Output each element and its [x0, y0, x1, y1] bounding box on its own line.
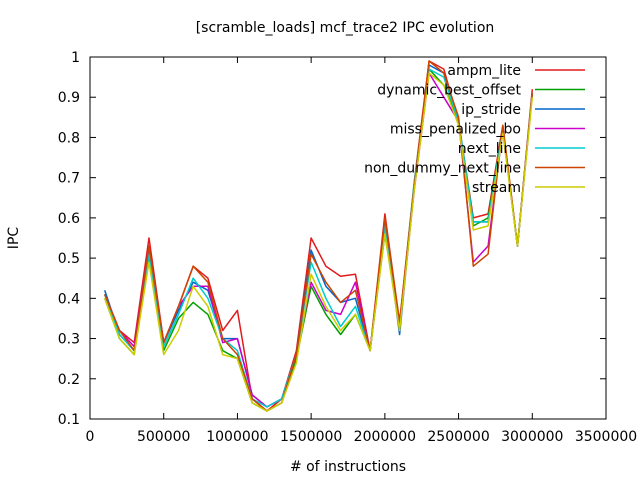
y-tick-label: 0.2 — [58, 372, 80, 388]
y-tick-label: 0.9 — [58, 90, 80, 106]
legend-label: dynamic_best_offset — [377, 83, 521, 99]
x-tick-label: 1000000 — [206, 429, 268, 445]
plot-area-frame — [89, 56, 607, 420]
legend-label: next_line — [458, 141, 521, 157]
x-tick-label: 3500000 — [575, 429, 637, 445]
legend: ampm_lite dynamic_best_offset ip_stridemis… — [364, 63, 585, 196]
x-tick-label: 0 — [86, 429, 95, 445]
y-tick-label: 0.4 — [58, 291, 80, 307]
x-tick-label: 2500000 — [427, 429, 489, 445]
y-tick-label: 0.5 — [58, 251, 80, 267]
y-tick-label: 1 — [71, 50, 80, 66]
y-tick-label: 0.8 — [58, 130, 80, 146]
y-tick-label: 0.6 — [58, 211, 80, 227]
series-line-dynamic-best-offset — [103, 68, 534, 412]
y-tick-label: 0.1 — [58, 412, 80, 428]
legend-label: stream — [472, 180, 521, 196]
x-axis-ticks: 0 500000 1000000 1500000 2000000 2500000 30000… — [86, 57, 637, 445]
legend-label: ampm_lite — [447, 63, 521, 79]
x-tick-label: 1500000 — [280, 429, 342, 445]
x-tick-label: 500000 — [137, 429, 190, 445]
x-tick-label: 2000000 — [354, 429, 416, 445]
series-line-next-line — [103, 68, 534, 408]
legend-label: miss_penalized_bo — [390, 122, 521, 138]
chart-title: [scramble_loads] mcf_trace2 IPC evolutio… — [196, 20, 495, 36]
y-axis-ticks: 0.1 0.2 0.3 0.4 0.5 0.6 0.7 0.8 0.9 1 — [58, 50, 606, 428]
series-line-stream — [103, 72, 534, 412]
series-lines — [103, 60, 534, 412]
y-axis-title: IPC — [6, 227, 22, 250]
legend-label: non_dummy_next_line — [364, 161, 521, 177]
legend-label: ip_stride — [461, 102, 521, 118]
x-tick-label: 3000000 — [501, 429, 563, 445]
y-tick-label: 0.7 — [58, 171, 80, 187]
x-axis-title: # of instructions — [290, 459, 406, 475]
y-tick-label: 0.3 — [58, 332, 80, 348]
